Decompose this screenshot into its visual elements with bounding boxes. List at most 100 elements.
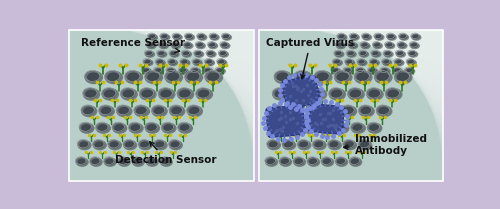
- Ellipse shape: [382, 69, 388, 73]
- Ellipse shape: [349, 157, 362, 167]
- Polygon shape: [350, 31, 444, 94]
- Ellipse shape: [148, 34, 157, 40]
- Ellipse shape: [158, 52, 166, 56]
- Bar: [258, 31, 444, 181]
- Ellipse shape: [92, 140, 107, 150]
- Ellipse shape: [337, 43, 344, 48]
- Ellipse shape: [298, 140, 312, 150]
- Ellipse shape: [386, 34, 396, 40]
- Ellipse shape: [343, 140, 357, 150]
- Ellipse shape: [350, 122, 364, 133]
- Ellipse shape: [368, 68, 377, 74]
- Ellipse shape: [180, 59, 190, 66]
- Ellipse shape: [167, 73, 180, 82]
- Text: Reference Sensor: Reference Sensor: [80, 38, 184, 53]
- Ellipse shape: [279, 157, 292, 167]
- Ellipse shape: [110, 141, 120, 148]
- Ellipse shape: [374, 34, 384, 41]
- Ellipse shape: [386, 34, 397, 41]
- Ellipse shape: [336, 73, 349, 82]
- Ellipse shape: [336, 42, 346, 49]
- Ellipse shape: [104, 90, 116, 98]
- Ellipse shape: [170, 51, 179, 58]
- Ellipse shape: [171, 42, 180, 48]
- Ellipse shape: [265, 157, 277, 166]
- Ellipse shape: [312, 140, 326, 149]
- Ellipse shape: [294, 90, 306, 98]
- FancyBboxPatch shape: [308, 104, 344, 134]
- Ellipse shape: [332, 59, 342, 65]
- Ellipse shape: [323, 105, 338, 116]
- Text: Detection Sensor: Detection Sensor: [116, 142, 217, 165]
- Polygon shape: [214, 31, 254, 143]
- Ellipse shape: [359, 51, 369, 58]
- Ellipse shape: [333, 59, 343, 66]
- Ellipse shape: [178, 122, 192, 133]
- Ellipse shape: [139, 88, 155, 99]
- Ellipse shape: [362, 43, 368, 48]
- Ellipse shape: [360, 141, 370, 148]
- Ellipse shape: [288, 105, 304, 117]
- Ellipse shape: [182, 60, 188, 65]
- Ellipse shape: [348, 52, 355, 56]
- Ellipse shape: [354, 70, 371, 83]
- Ellipse shape: [394, 59, 404, 66]
- Ellipse shape: [314, 141, 324, 148]
- Ellipse shape: [192, 59, 203, 66]
- Ellipse shape: [326, 107, 336, 115]
- Ellipse shape: [358, 59, 368, 66]
- Ellipse shape: [157, 60, 164, 65]
- Ellipse shape: [184, 70, 202, 83]
- Ellipse shape: [102, 88, 117, 99]
- Ellipse shape: [170, 141, 180, 148]
- Ellipse shape: [362, 34, 371, 40]
- Ellipse shape: [336, 42, 345, 48]
- Ellipse shape: [388, 90, 400, 98]
- Ellipse shape: [92, 140, 106, 149]
- Polygon shape: [412, 31, 444, 152]
- Ellipse shape: [306, 105, 320, 116]
- Ellipse shape: [158, 88, 176, 101]
- Ellipse shape: [219, 51, 229, 58]
- Ellipse shape: [134, 105, 148, 116]
- Ellipse shape: [147, 73, 160, 82]
- Ellipse shape: [354, 71, 372, 84]
- Ellipse shape: [145, 123, 160, 134]
- Ellipse shape: [385, 42, 396, 49]
- Ellipse shape: [378, 107, 390, 115]
- Ellipse shape: [282, 140, 296, 150]
- Ellipse shape: [398, 34, 408, 40]
- Ellipse shape: [367, 122, 381, 133]
- Ellipse shape: [353, 124, 363, 132]
- Ellipse shape: [198, 35, 205, 39]
- Ellipse shape: [308, 107, 319, 115]
- Ellipse shape: [196, 42, 206, 49]
- Ellipse shape: [94, 141, 104, 148]
- Ellipse shape: [376, 105, 391, 116]
- Ellipse shape: [164, 71, 183, 84]
- Ellipse shape: [385, 88, 402, 101]
- Ellipse shape: [171, 42, 181, 49]
- Ellipse shape: [296, 73, 309, 82]
- Polygon shape: [341, 31, 444, 85]
- Ellipse shape: [177, 88, 194, 101]
- Ellipse shape: [372, 52, 380, 56]
- Ellipse shape: [320, 124, 330, 132]
- Ellipse shape: [82, 88, 98, 99]
- Ellipse shape: [335, 157, 347, 166]
- Ellipse shape: [98, 105, 115, 117]
- Ellipse shape: [204, 68, 214, 75]
- Polygon shape: [147, 31, 254, 81]
- Ellipse shape: [314, 71, 332, 84]
- Ellipse shape: [348, 42, 357, 48]
- Ellipse shape: [348, 88, 365, 101]
- Ellipse shape: [196, 88, 213, 101]
- Ellipse shape: [177, 88, 193, 99]
- Ellipse shape: [118, 107, 130, 115]
- Ellipse shape: [134, 105, 150, 117]
- Ellipse shape: [123, 90, 134, 98]
- Ellipse shape: [172, 34, 183, 41]
- Ellipse shape: [156, 59, 166, 66]
- Polygon shape: [178, 31, 254, 110]
- Polygon shape: [196, 31, 254, 127]
